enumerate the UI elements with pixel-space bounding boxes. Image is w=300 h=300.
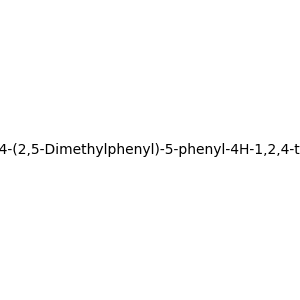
Text: 2-((4-(2,5-Dimethylphenyl)-5-phenyl-4H-1,2,4-triaz: 2-((4-(2,5-Dimethylphenyl)-5-phenyl-4H-1…: [0, 143, 300, 157]
